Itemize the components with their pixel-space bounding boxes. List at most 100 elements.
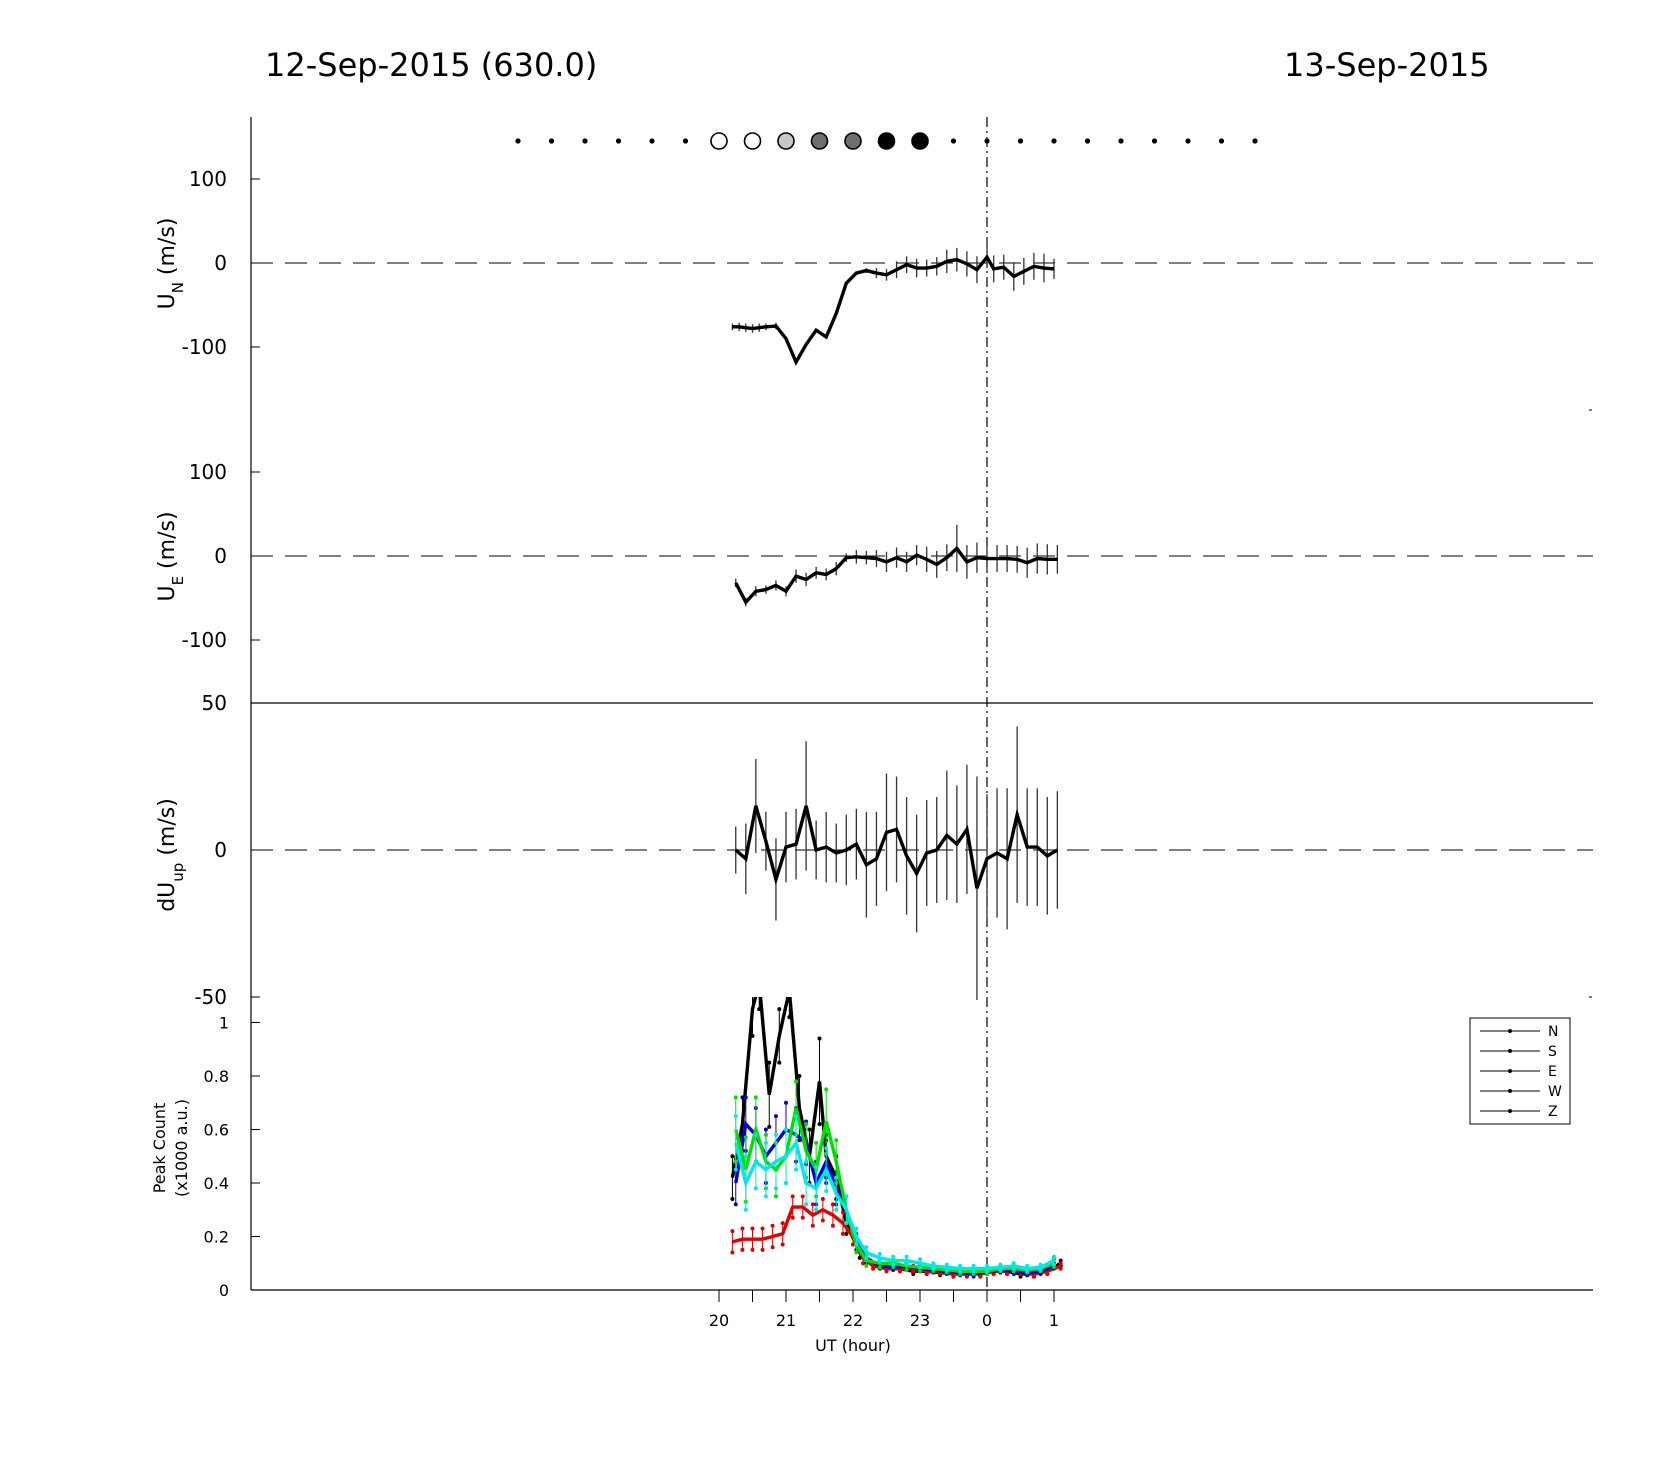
series-line: [730, 997, 1062, 1276]
error-cap: [757, 954, 761, 958]
error-cap: [730, 1229, 735, 1234]
error-cap: [840, 1231, 845, 1236]
error-cap: [830, 1202, 835, 1207]
moon-phase-marker: [682, 138, 689, 144]
moon-phase-marker: [950, 138, 957, 144]
error-cap: [814, 1207, 819, 1212]
error-cap: [780, 1242, 785, 1247]
error-cap: [1031, 1274, 1036, 1279]
error-cap: [743, 1095, 748, 1100]
error-cap: [804, 1202, 809, 1207]
error-cap: [794, 1167, 799, 1172]
moon-phase-marker: [615, 138, 622, 144]
error-cap: [753, 1186, 758, 1191]
error-cap: [733, 1095, 738, 1100]
error-cap: [820, 1218, 825, 1223]
y-axis-label: Peak Count (x1000 a.u.): [150, 1099, 191, 1197]
error-cap: [814, 1140, 819, 1145]
error-cap: [763, 1140, 768, 1145]
error-cap: [820, 1197, 825, 1202]
error-cap: [730, 1197, 735, 1202]
moon-phase-marker: [649, 138, 655, 144]
error-cap: [891, 1262, 896, 1267]
error-cap: [773, 1186, 778, 1191]
moon-phase-marker: [743, 132, 762, 150]
error-cap: [918, 1257, 922, 1262]
error-cap: [794, 1079, 799, 1084]
series-line: [734, 1139, 1055, 1271]
legend-marker: [1508, 1109, 1512, 1113]
error-cap: [777, 1060, 782, 1065]
y-tick-label: 100: [189, 460, 227, 484]
y-tick-label: 0.8: [204, 1067, 229, 1086]
legend-marker: [1508, 1069, 1512, 1073]
moon-phase-marker: [810, 132, 829, 150]
error-cap: [844, 1194, 849, 1199]
error-cap: [767, 1060, 772, 1065]
legend-label: E: [1548, 1064, 1557, 1080]
error-cap: [770, 1223, 775, 1228]
series-line: [732, 254, 1055, 366]
y-tick-label: 0: [214, 251, 227, 275]
series-line: [734, 1107, 1055, 1273]
error-cap: [810, 1223, 815, 1228]
legend-marker: [1508, 1089, 1512, 1093]
error-cap: [844, 1231, 849, 1236]
error-cap: [743, 1154, 748, 1159]
error-cap: [773, 1194, 778, 1199]
error-cap: [904, 1267, 909, 1272]
error-cap: [773, 1114, 778, 1119]
error-cap: [733, 1167, 738, 1172]
error-cap: [804, 1122, 809, 1127]
error-cap: [784, 1100, 788, 1105]
y-tick-label: 1: [219, 1014, 229, 1033]
series-line: [734, 545, 1058, 606]
data-layer: [515, 132, 1258, 1279]
error-cap: [851, 1242, 855, 1247]
x-tick-label: 0: [982, 1311, 992, 1330]
chart-title-right: 13-Sep-2015: [1284, 46, 1490, 84]
y-tick-label: 0.6: [204, 1121, 229, 1140]
error-cap: [800, 1215, 805, 1220]
y-tick-label: 0: [214, 544, 227, 568]
error-cap: [1025, 1269, 1030, 1274]
moon-phase-marker: [582, 138, 588, 144]
error-cap: [824, 1087, 829, 1092]
error-cap: [784, 1181, 788, 1185]
error-cap: [877, 1259, 882, 1264]
error-cap: [1052, 1254, 1056, 1259]
moon-phase-marker: [984, 138, 990, 144]
moon-phase-marker: [1218, 138, 1225, 144]
moon-phase-marker: [548, 138, 555, 144]
chart-title-left: 12-Sep-2015 (630.0): [265, 46, 597, 84]
error-cap: [794, 1114, 799, 1119]
x-tick-label: 20: [709, 1311, 729, 1330]
error-cap: [840, 1210, 845, 1215]
y-tick-label: 0: [214, 838, 227, 862]
x-axis-label: UT (hour): [815, 1336, 891, 1355]
y-tick-label: 100: [189, 167, 227, 191]
moon-phase-marker: [911, 132, 929, 150]
error-cap: [1058, 1261, 1063, 1266]
moon-phase-marker: [877, 132, 896, 150]
error-cap: [763, 1132, 768, 1137]
error-cap: [918, 1265, 922, 1270]
error-cap: [844, 1221, 849, 1226]
error-cap: [730, 1250, 735, 1255]
moon-phase-marker: [844, 132, 862, 150]
moon-phase-marker: [777, 132, 795, 150]
error-cap: [814, 1164, 819, 1169]
error-cap: [743, 1207, 748, 1212]
error-cap: [854, 1242, 859, 1247]
error-cap: [787, 962, 791, 966]
error-cap: [810, 1202, 815, 1207]
error-cap: [904, 1254, 909, 1259]
error-cap: [743, 1135, 748, 1140]
legend-label: W: [1548, 1084, 1562, 1100]
error-cap: [733, 1202, 738, 1207]
error-cap: [877, 1251, 882, 1256]
error-cap: [777, 1007, 782, 1012]
y-tick-label: -100: [182, 628, 227, 652]
